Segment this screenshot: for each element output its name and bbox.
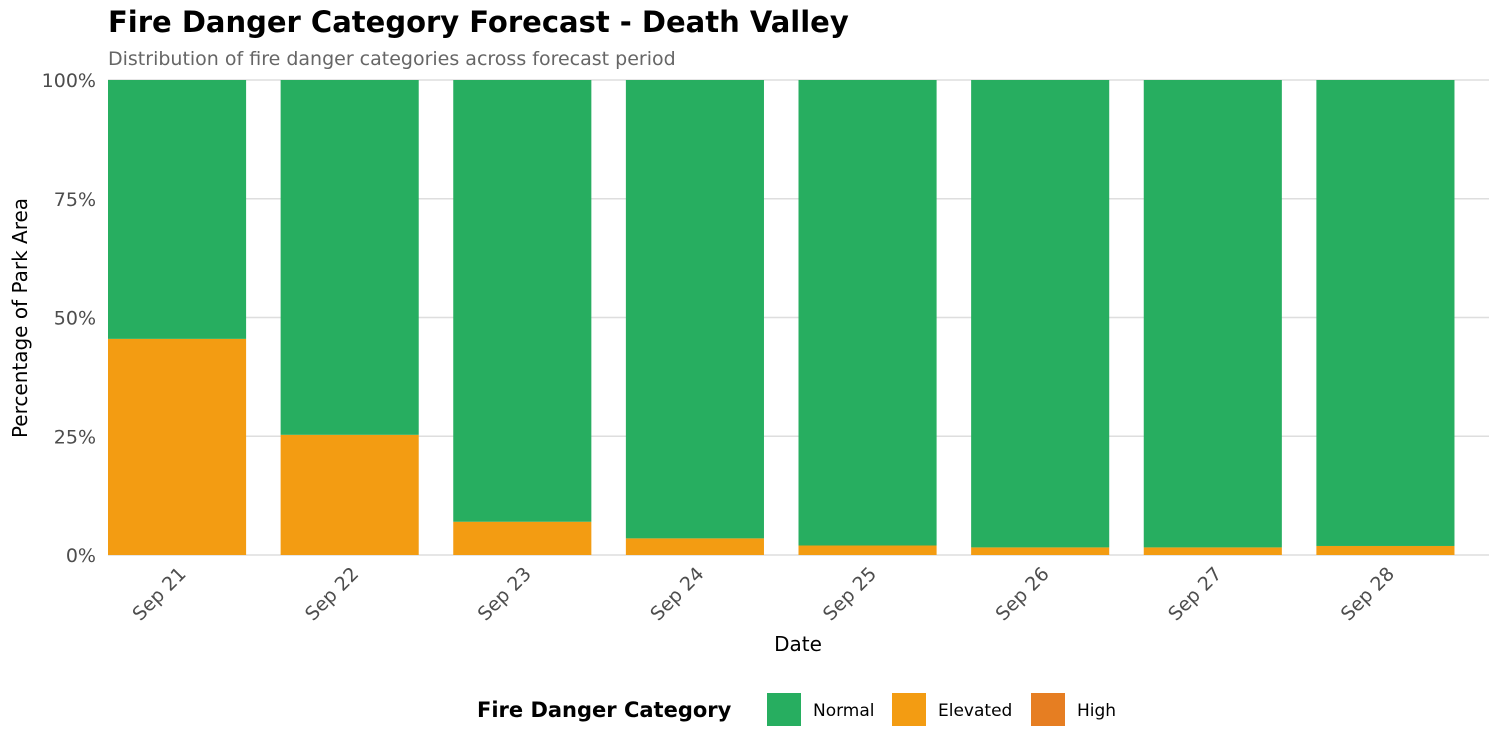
legend-label: High: [1077, 701, 1116, 721]
bar-elevated: [108, 338, 247, 555]
bar-normal: [453, 80, 592, 522]
legend-item-high: High: [1031, 693, 1116, 726]
legend-item-normal: Normal: [767, 693, 875, 726]
bar-normal: [1143, 80, 1282, 548]
bar-normal: [625, 80, 764, 539]
bars: [108, 80, 1455, 555]
x-tick-label: Sep 28: [1337, 563, 1399, 625]
chart-title: Fire Danger Category Forecast - Death Va…: [108, 5, 849, 39]
y-tick-label: 0%: [66, 545, 96, 567]
legend: Fire Danger Category Normal Elevated High: [477, 693, 1116, 726]
y-tick-label: 50%: [54, 308, 96, 330]
bar-normal: [1316, 80, 1455, 546]
x-axis-title: Date: [774, 632, 822, 656]
legend-title: Fire Danger Category: [477, 698, 732, 722]
x-tick-label: Sep 25: [819, 563, 881, 625]
x-tick-label: Sep 26: [991, 563, 1053, 625]
bar-elevated: [453, 521, 592, 555]
chart-subtitle: Distribution of fire danger categories a…: [108, 48, 676, 70]
bar-elevated: [798, 545, 937, 555]
bar-elevated: [971, 547, 1110, 555]
y-tick-label: 75%: [54, 189, 96, 211]
x-tick-label: Sep 27: [1164, 563, 1226, 625]
legend-swatch: [892, 693, 926, 726]
bar-normal: [280, 80, 419, 435]
x-tick-label: Sep 22: [301, 563, 363, 625]
y-tick-label: 100%: [42, 70, 96, 92]
x-axis-ticks: Sep 21 Sep 22 Sep 23 Sep 24 Sep 25 Sep 26 Sep …: [128, 563, 1399, 625]
legend-swatch: [1031, 693, 1065, 726]
bar-elevated: [1143, 547, 1282, 555]
bar-normal: [798, 80, 937, 546]
y-tick-label: 25%: [54, 426, 96, 448]
bar-elevated: [1316, 545, 1455, 555]
bar-elevated: [625, 538, 764, 555]
legend-label: Elevated: [938, 701, 1012, 721]
y-axis-ticks: 0% 25% 50% 75% 100%: [42, 70, 96, 567]
x-tick-label: Sep 24: [646, 563, 708, 625]
legend-items: Normal Elevated High: [767, 693, 1116, 726]
legend-item-elevated: Elevated: [892, 693, 1012, 726]
legend-label: Normal: [813, 701, 875, 721]
bar-elevated: [280, 434, 419, 555]
legend-swatch: [767, 693, 801, 726]
x-tick-label: Sep 23: [474, 563, 536, 625]
bar-normal: [971, 80, 1110, 548]
y-axis-title: Percentage of Park Area: [8, 198, 32, 438]
bar-normal: [108, 80, 247, 339]
x-tick-label: Sep 21: [128, 563, 190, 625]
